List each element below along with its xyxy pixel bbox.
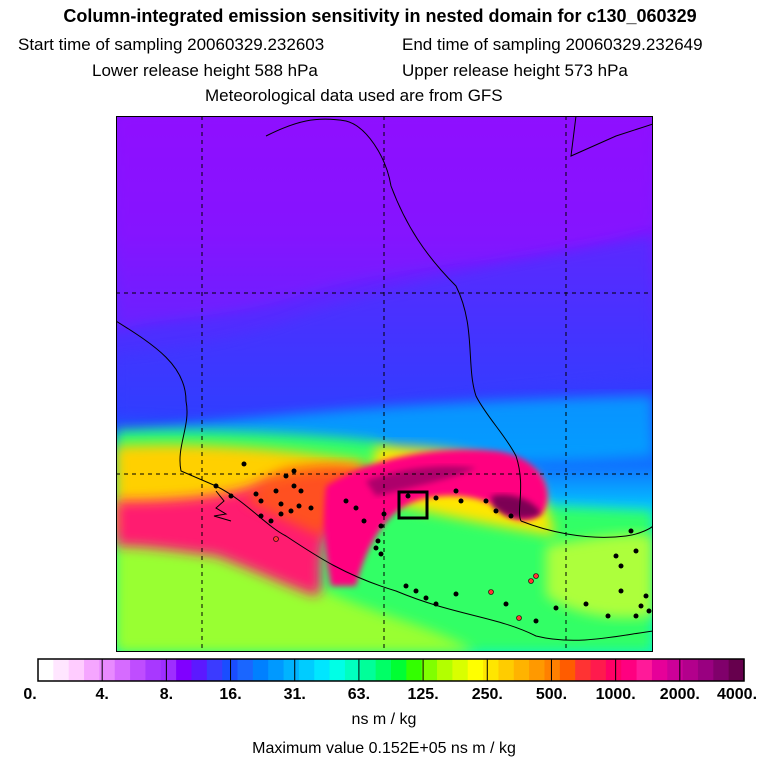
colorbar-tick-label: 4000. bbox=[716, 686, 758, 703]
colorbar-swatch bbox=[298, 659, 315, 681]
colorbar-swatch bbox=[605, 659, 622, 681]
colorbar-swatch bbox=[421, 659, 438, 681]
colorbar-swatch bbox=[559, 659, 576, 681]
colorbar-swatch bbox=[191, 659, 208, 681]
colorbar-swatch bbox=[682, 659, 699, 681]
colorbar-swatch bbox=[329, 659, 346, 681]
met-data-source: Meteorological data used are from GFS bbox=[205, 86, 503, 105]
colorbar-swatch bbox=[160, 659, 177, 681]
colorbar-tick-label: 4. bbox=[95, 686, 109, 703]
end-time: End time of sampling 20060329.232649 bbox=[402, 35, 703, 54]
colorbar-swatch bbox=[636, 659, 653, 681]
colorbar-swatch bbox=[467, 659, 484, 681]
colorbar-swatch bbox=[360, 659, 377, 681]
colorbar-border bbox=[37, 658, 745, 682]
colorbar-swatch bbox=[344, 659, 361, 681]
colorbar-swatch bbox=[667, 659, 684, 681]
lower-release-height: Lower release height 588 hPa bbox=[92, 61, 318, 80]
colorbar-tick-label: 0. bbox=[23, 686, 37, 703]
colorbar-tick-label: 500. bbox=[535, 686, 568, 703]
colorbar-swatch bbox=[314, 659, 331, 681]
maximum-value: Maximum value 0.152E+05 ns m / kg bbox=[252, 740, 516, 757]
colorbar-tick-label: 8. bbox=[159, 686, 174, 703]
colorbar-swatch bbox=[375, 659, 392, 681]
colorbar-swatch bbox=[713, 659, 730, 681]
colorbar-swatch bbox=[145, 659, 162, 681]
colorbar-swatch bbox=[437, 659, 453, 681]
colorbar-tick-label: 1000. bbox=[595, 686, 636, 703]
colorbar-tick-label: 31. bbox=[283, 686, 306, 703]
colorbar-swatch bbox=[53, 659, 70, 681]
colorbar-swatch bbox=[483, 659, 500, 681]
colorbar-swatch bbox=[99, 659, 116, 681]
colorbar-swatch bbox=[529, 659, 546, 681]
colorbar-swatch bbox=[590, 659, 607, 681]
colorbar-swatch bbox=[84, 659, 100, 681]
colorbar-tick-label: 16. bbox=[219, 686, 242, 703]
upper-release-height: Upper release height 573 hPa bbox=[402, 61, 628, 80]
colorbar-swatch bbox=[621, 659, 638, 681]
colorbar-swatch bbox=[206, 659, 223, 681]
colorbar-tick-label: 250. bbox=[471, 686, 503, 703]
colorbar-unit: ns m / kg bbox=[351, 711, 417, 728]
colorbar-swatch bbox=[283, 659, 300, 681]
colorbar-swatch bbox=[544, 659, 561, 681]
colorbar bbox=[37, 658, 745, 682]
colorbar-swatch bbox=[114, 659, 131, 681]
colorbar-swatch bbox=[130, 659, 147, 681]
colorbar-swatch bbox=[697, 659, 714, 681]
colorbar-swatch bbox=[268, 659, 285, 681]
colorbar-swatch bbox=[38, 659, 54, 681]
plot-title: Column-integrated emission sensitivity i… bbox=[63, 6, 697, 26]
emission-sensitivity-map bbox=[116, 116, 653, 652]
colorbar-swatch bbox=[452, 659, 469, 681]
colorbar-swatch bbox=[391, 659, 407, 681]
colorbar-tick-label: 63. bbox=[347, 686, 371, 703]
colorbar-swatch bbox=[237, 659, 254, 681]
colorbar-swatch bbox=[176, 659, 193, 681]
colorbar-tick-label: 2000. bbox=[659, 686, 700, 703]
colorbar-swatch bbox=[252, 659, 269, 681]
colorbar-swatch bbox=[728, 659, 745, 681]
colorbar-swatch bbox=[513, 659, 530, 681]
colorbar-tick-label: 125. bbox=[407, 686, 439, 703]
colorbar-swatch bbox=[651, 659, 668, 681]
colorbar-swatch bbox=[406, 659, 423, 681]
colorbar-swatch bbox=[575, 659, 592, 681]
colorbar-swatch bbox=[68, 659, 85, 681]
colorbar-swatch bbox=[498, 659, 515, 681]
start-time: Start time of sampling 20060329.232603 bbox=[18, 35, 325, 54]
